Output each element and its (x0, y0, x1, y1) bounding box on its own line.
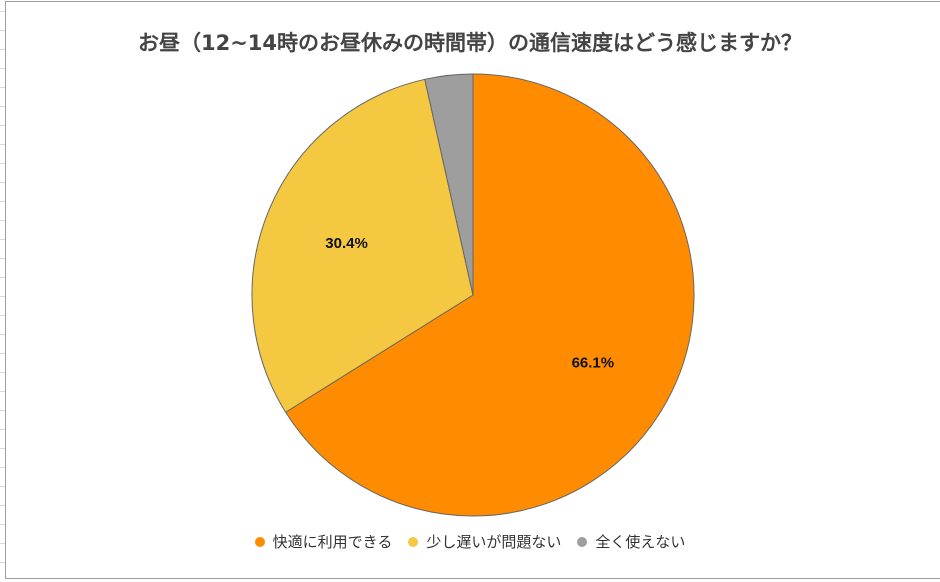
pie-slice[interactable] (284, 73, 695, 517)
legend-dot-icon (408, 536, 419, 547)
slice-data-label: 30.4% (325, 235, 368, 252)
legend-item-unusable: 全く使えない (577, 531, 685, 552)
legend-dot-icon (254, 536, 265, 547)
pie-slice[interactable] (251, 78, 474, 413)
legend-dot-icon (577, 536, 588, 547)
slice-data-label: 66.1% (572, 354, 615, 371)
chart-legend: 快適に利用できる 少し遅いが問題ない 全く使えない (0, 531, 940, 552)
pie-slice[interactable] (424, 73, 474, 296)
legend-item-slightly-slow: 少し遅いが問題ない (408, 531, 561, 552)
sheet-row-gutter (0, 0, 5, 582)
chart-title: お昼（12~14時のお昼休みの時間帯）の通信速度はどう感じますか？ (137, 31, 803, 55)
legend-item-comfortable: 快適に利用できる (254, 531, 393, 552)
legend-label: 少し遅いが問題ない (426, 533, 562, 551)
legend-label: 全く使えない (595, 533, 686, 551)
legend-label: 快適に利用できる (272, 533, 393, 551)
